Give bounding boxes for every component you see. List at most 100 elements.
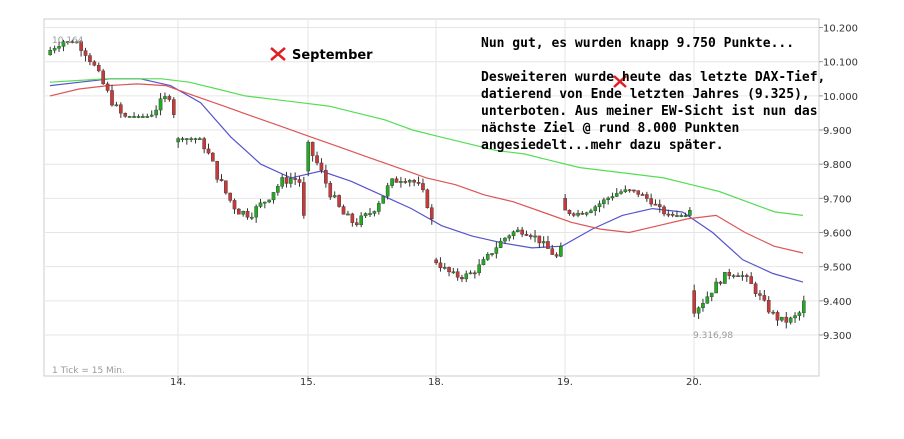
candle-body: [180, 138, 185, 140]
cross-icon: [270, 47, 286, 61]
candle-body: [219, 179, 224, 181]
candle-body: [232, 200, 237, 210]
candle-body: [537, 235, 542, 244]
y-tick-label: 9.600: [823, 229, 852, 240]
ma-long-line: [49, 78, 804, 216]
candle-body: [149, 114, 154, 117]
candle-body: [736, 275, 740, 277]
candle-body: [271, 192, 276, 201]
candle-body: [224, 180, 228, 194]
candle-body: [297, 179, 302, 183]
candle-body: [132, 116, 136, 118]
candle-body: [127, 116, 132, 118]
candle-body: [394, 178, 399, 183]
x-tick-label: 19.: [557, 377, 573, 388]
candle-body: [546, 241, 550, 249]
high-label: 10.164: [52, 36, 84, 46]
annotation-line: angesiedelt...mehr dazu später.: [481, 138, 724, 153]
candle-body: [346, 213, 350, 216]
candle-body: [276, 186, 280, 193]
candle-body: [332, 195, 337, 198]
candle-body: [421, 183, 425, 191]
candle-body: [541, 241, 546, 244]
candle-body: [709, 292, 714, 297]
candle-body: [237, 208, 241, 215]
y-tick-label: 10.100: [823, 58, 858, 69]
y-tick-label: 10.200: [823, 24, 858, 35]
candle-body: [657, 204, 662, 208]
candle-body: [119, 104, 123, 114]
candle-body: [589, 210, 593, 213]
candle-body: [310, 141, 315, 156]
x-tick-label: 20.: [686, 377, 702, 388]
y-tick-label: 9.800: [823, 160, 852, 171]
candle-body: [96, 65, 101, 72]
low-label: 9.316,98: [693, 331, 733, 341]
candle-body: [511, 231, 516, 237]
candle-body: [758, 293, 762, 296]
candle-body: [171, 99, 176, 115]
candle-body: [793, 315, 797, 319]
candle-body: [623, 189, 628, 192]
candles: [48, 39, 806, 329]
plot-area: [43, 18, 820, 377]
candle-body: [610, 196, 615, 199]
candle-body: [528, 235, 533, 238]
candle-body: [328, 183, 333, 198]
candle-body: [167, 96, 172, 100]
candle-body: [206, 148, 211, 154]
candle-body: [614, 193, 619, 197]
candle-body: [158, 98, 163, 111]
candle-body: [211, 152, 215, 162]
candle-body: [289, 178, 293, 184]
candle-body: [48, 50, 53, 56]
candle-body: [438, 262, 443, 269]
candle-body: [337, 195, 341, 207]
candle-body: [780, 316, 784, 321]
candle-body: [481, 259, 486, 266]
candle-body: [766, 300, 771, 313]
candle-body: [705, 296, 710, 304]
candle-body: [584, 212, 589, 215]
candle-body: [784, 316, 789, 323]
candle-body: [110, 90, 114, 106]
candle-body: [163, 96, 167, 99]
candle-body: [302, 182, 306, 216]
candle-body: [571, 213, 576, 216]
candle-body: [385, 185, 390, 197]
candle-body: [762, 295, 767, 301]
candle-body: [593, 206, 598, 211]
candle-body: [662, 206, 666, 215]
candle-body: [632, 189, 636, 192]
candle-body: [306, 141, 311, 172]
candle-body: [688, 210, 692, 216]
candle-body: [83, 50, 88, 56]
candle-body: [455, 271, 460, 278]
candle-body: [70, 41, 75, 43]
candle-body: [649, 198, 653, 205]
candle-body: [653, 203, 658, 206]
candle-body: [250, 216, 254, 219]
candle-body: [460, 277, 464, 280]
candle-body: [315, 155, 319, 164]
candle-body: [627, 189, 632, 192]
candle-body: [66, 41, 70, 43]
candle-body: [666, 213, 671, 216]
candle-body: [105, 83, 110, 91]
candle-body: [619, 191, 623, 194]
candle-body: [284, 177, 289, 184]
candle-body: [145, 116, 150, 118]
candle-body: [202, 138, 206, 150]
marker-label: September: [292, 48, 373, 63]
interval-label: 1 Tick = 15 Min.: [52, 366, 125, 376]
candle-body: [464, 273, 469, 280]
candle-body: [749, 276, 753, 284]
y-tick-label: 9.900: [823, 126, 852, 137]
candle-body: [319, 162, 324, 171]
axis-labels: 10.200 10.100 10.000 9.900 9.800 9.700 9.600 9.…: [170, 24, 858, 388]
candle-body: [185, 138, 189, 140]
y-tick-label: 9.700: [823, 194, 852, 205]
candle-body: [645, 194, 649, 199]
candle-body: [363, 213, 368, 217]
grid: [44, 19, 823, 380]
